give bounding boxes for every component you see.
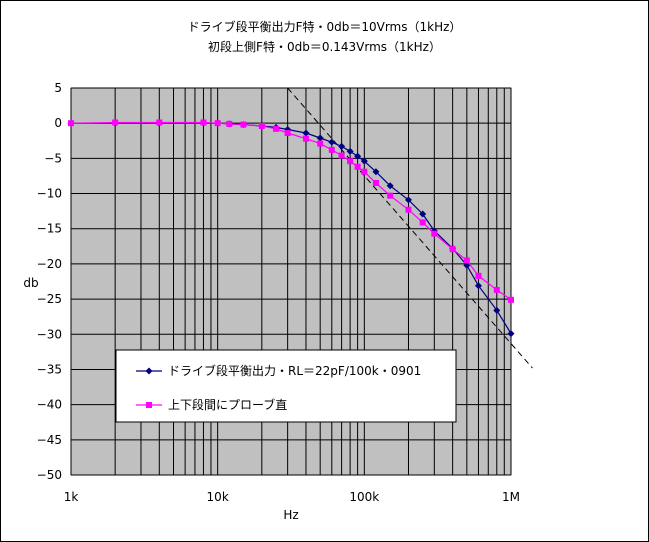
series-group bbox=[67, 119, 515, 338]
y-tick-label: −20 bbox=[37, 257, 62, 271]
y-tick-label: −40 bbox=[37, 398, 62, 412]
data-point-square bbox=[508, 296, 514, 303]
data-point-square bbox=[156, 119, 163, 126]
data-point-square bbox=[240, 121, 247, 128]
y-tick-label: −35 bbox=[37, 362, 62, 376]
data-point-square bbox=[317, 140, 324, 147]
legend-marker bbox=[145, 367, 153, 375]
data-point-square bbox=[347, 158, 354, 165]
data-point-square bbox=[387, 192, 394, 199]
y-tick-label: −5 bbox=[44, 151, 62, 165]
reference-line-group bbox=[287, 87, 533, 369]
data-point-square bbox=[258, 122, 265, 129]
data-point-square bbox=[284, 130, 291, 137]
data-point-diamond bbox=[404, 196, 412, 204]
data-point-diamond bbox=[507, 330, 515, 338]
chart-subtitle: 初段上側F特・0db＝0.143Vrms（1kHz） bbox=[208, 40, 441, 54]
x-tick-label: 10k bbox=[207, 490, 229, 504]
x-tick-label: 100k bbox=[349, 490, 379, 504]
y-tick-label: −30 bbox=[37, 327, 62, 341]
data-point-diamond bbox=[346, 147, 354, 155]
chart-title: ドライブ段平衡出力F特・0db＝10Vrms（1kHz） bbox=[187, 20, 462, 34]
y-axis-label: db bbox=[23, 276, 38, 290]
data-point-diamond bbox=[338, 142, 346, 150]
y-tick-label: 0 bbox=[54, 116, 62, 130]
data-point-square bbox=[463, 257, 470, 264]
data-point-diamond bbox=[302, 129, 310, 137]
data-point-diamond bbox=[372, 168, 380, 176]
data-point-square bbox=[431, 230, 438, 237]
y-tick-label: −15 bbox=[37, 222, 62, 236]
data-point-square bbox=[214, 120, 221, 127]
legend-box bbox=[115, 349, 457, 423]
legend-label: 上下段間にプローブ直 bbox=[168, 397, 287, 412]
data-point-diamond bbox=[493, 306, 501, 314]
data-point-square bbox=[419, 219, 426, 226]
data-point-square bbox=[475, 272, 482, 279]
data-point-diamond bbox=[328, 138, 336, 146]
data-point-square bbox=[68, 120, 74, 127]
x-axis-label: Hz bbox=[283, 508, 298, 522]
data-point-diamond bbox=[386, 182, 394, 190]
data-point-square bbox=[405, 206, 412, 213]
x-tick-labels: 1k 10k 100k 1M bbox=[64, 490, 520, 504]
data-point-square bbox=[338, 152, 345, 159]
y-tick-label: −45 bbox=[37, 433, 62, 447]
data-point-square bbox=[449, 246, 456, 253]
legend-label: ドライブ段平衡出力・RL＝22pF/100k・0901 bbox=[168, 363, 421, 378]
data-point-square bbox=[302, 135, 309, 142]
data-point-square bbox=[200, 119, 207, 126]
data-point-diamond bbox=[474, 282, 482, 290]
data-point-square bbox=[372, 179, 379, 186]
y-tick-label: −25 bbox=[37, 292, 62, 306]
data-point-square bbox=[354, 163, 361, 170]
y-tick-label: −50 bbox=[37, 468, 62, 482]
y-tick-labels: 5 0 −5 −10 −15 −20 −25 −30 −35 −40 −45 −50 bbox=[37, 81, 62, 482]
reference-asymptote-line bbox=[287, 87, 533, 369]
data-point-square bbox=[493, 286, 500, 293]
x-tick-label: 1k bbox=[64, 490, 79, 504]
y-tick-label: 5 bbox=[54, 81, 62, 95]
legend: ドライブ段平衡出力・RL＝22pF/100k・0901 上下段間にプローブ直 bbox=[115, 349, 457, 423]
y-tick-label: −10 bbox=[37, 187, 62, 201]
data-point-square bbox=[361, 168, 368, 175]
data-point-diamond bbox=[419, 210, 427, 218]
x-tick-label: 1M bbox=[502, 490, 520, 504]
data-point-diamond bbox=[316, 134, 324, 142]
legend-marker bbox=[146, 402, 152, 408]
data-point-square bbox=[328, 146, 335, 153]
data-point-diamond bbox=[354, 152, 362, 160]
data-point-diamond bbox=[360, 157, 368, 165]
data-point-square bbox=[273, 125, 280, 132]
data-point-square bbox=[226, 120, 233, 127]
data-point-square bbox=[112, 119, 119, 126]
